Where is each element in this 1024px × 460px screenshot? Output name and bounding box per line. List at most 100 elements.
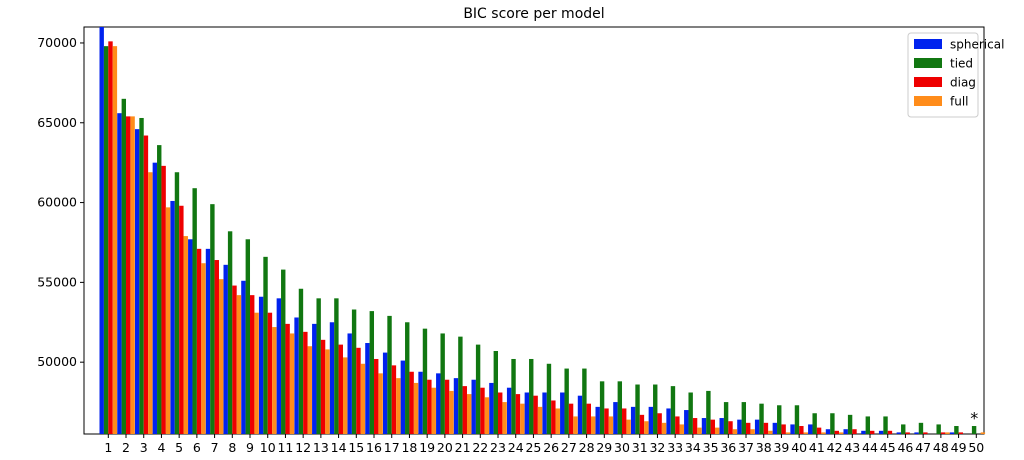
bar-diag-45 <box>887 430 893 434</box>
bar-spherical-43 <box>843 429 848 434</box>
bar-spherical-46 <box>896 432 902 434</box>
x-tick-label-2: 2 <box>122 440 130 455</box>
bar-tied-15 <box>351 309 357 434</box>
x-tick-label-39: 39 <box>773 440 789 455</box>
bar-full-9 <box>254 312 259 434</box>
bar-full-11 <box>289 333 295 434</box>
bar-full-41 <box>821 432 826 434</box>
x-tick-label-1: 1 <box>104 440 112 455</box>
bar-full-13 <box>325 349 330 434</box>
bar-diag-8 <box>232 285 237 434</box>
x-tick-label-47: 47 <box>915 440 931 455</box>
bar-spherical-34 <box>684 410 689 434</box>
bar-diag-2 <box>126 116 131 434</box>
bar-full-36 <box>732 429 738 434</box>
bar-diag-6 <box>196 248 202 434</box>
bar-diag-17 <box>391 365 397 434</box>
bar-spherical-10 <box>258 296 264 434</box>
bar-diag-49 <box>958 432 963 434</box>
bar-full-35 <box>714 427 720 434</box>
x-tick-label-35: 35 <box>703 440 719 455</box>
x-tick-label-37: 37 <box>738 440 754 455</box>
bar-spherical-4 <box>152 162 158 435</box>
y-tick-label-70000: 70000 <box>37 35 77 50</box>
bar-tied-50 <box>971 426 977 434</box>
bar-diag-11 <box>285 323 290 434</box>
bar-diag-44 <box>870 430 875 434</box>
bar-diag-9 <box>250 295 255 434</box>
bar-tied-40 <box>794 405 800 434</box>
bar-diag-46 <box>905 432 910 434</box>
bar-full-37 <box>750 429 755 434</box>
bar-spherical-21 <box>453 378 459 434</box>
bar-spherical-12 <box>294 317 299 434</box>
bar-tied-19 <box>422 328 428 434</box>
x-tick-label-29: 29 <box>596 440 612 455</box>
bar-tied-47 <box>918 422 924 434</box>
bar-tied-39 <box>777 405 782 434</box>
x-tick-label-24: 24 <box>508 440 524 455</box>
bar-tied-33 <box>670 386 676 434</box>
bar-tied-22 <box>475 344 481 434</box>
bar-spherical-13 <box>312 323 317 434</box>
x-tick-label-4: 4 <box>157 440 165 455</box>
bar-tied-34 <box>688 392 693 434</box>
bar-diag-43 <box>852 429 857 434</box>
y-tick-label-60000: 60000 <box>37 195 77 210</box>
bar-diag-47 <box>923 432 928 434</box>
bar-tied-7 <box>210 204 215 434</box>
bar-full-12 <box>307 346 312 434</box>
bar-diag-22 <box>480 387 485 434</box>
bar-tied-26 <box>546 363 552 434</box>
bar-full-40 <box>803 432 808 434</box>
bar-diag-13 <box>320 339 326 434</box>
bar-tied-27 <box>564 368 569 434</box>
bar-diag-4 <box>161 165 166 435</box>
bar-full-39 <box>785 432 791 434</box>
bar-spherical-26 <box>542 392 547 434</box>
bar-diag-14 <box>338 344 343 434</box>
legend-label-full: full <box>950 95 969 109</box>
bar-spherical-16 <box>365 343 370 434</box>
bar-tied-14 <box>334 298 339 434</box>
x-tick-label-26: 26 <box>543 440 559 455</box>
bar-spherical-27 <box>560 392 565 434</box>
x-tick-label-30: 30 <box>614 440 630 455</box>
bar-full-42 <box>838 432 844 434</box>
bar-spherical-49 <box>949 432 955 434</box>
x-tick-label-10: 10 <box>260 440 276 455</box>
bar-spherical-7 <box>205 248 211 434</box>
bar-tied-25 <box>529 358 534 434</box>
bar-tied-9 <box>245 239 251 434</box>
x-tick-label-43: 43 <box>844 440 860 455</box>
bar-spherical-3 <box>134 129 140 434</box>
bar-tied-24 <box>511 358 516 434</box>
bar-diag-7 <box>214 260 219 434</box>
x-tick-label-38: 38 <box>756 440 772 455</box>
x-tick-label-19: 19 <box>419 440 435 455</box>
x-tick-label-32: 32 <box>649 440 665 455</box>
bar-spherical-8 <box>223 264 228 434</box>
bar-tied-18 <box>405 322 410 434</box>
bar-spherical-19 <box>418 371 423 434</box>
x-tick-label-23: 23 <box>490 440 506 455</box>
bar-full-28 <box>590 416 596 434</box>
bar-tied-32 <box>653 384 658 434</box>
bar-diag-38 <box>763 422 769 434</box>
bar-tied-21 <box>458 336 463 434</box>
bar-spherical-20 <box>436 373 441 434</box>
bar-spherical-47 <box>914 432 919 434</box>
bar-diag-23 <box>498 392 503 434</box>
bar-full-23 <box>502 402 507 434</box>
annotations-group: * <box>970 409 978 428</box>
bar-spherical-41 <box>808 424 813 434</box>
bar-spherical-42 <box>825 429 831 434</box>
bar-tied-1 <box>103 46 109 435</box>
bar-full-14 <box>342 357 348 434</box>
bar-spherical-36 <box>719 418 724 434</box>
bar-full-1 <box>112 46 118 435</box>
bar-diag-33 <box>675 416 680 434</box>
bar-diag-39 <box>781 424 786 434</box>
bar-full-2 <box>130 116 135 434</box>
